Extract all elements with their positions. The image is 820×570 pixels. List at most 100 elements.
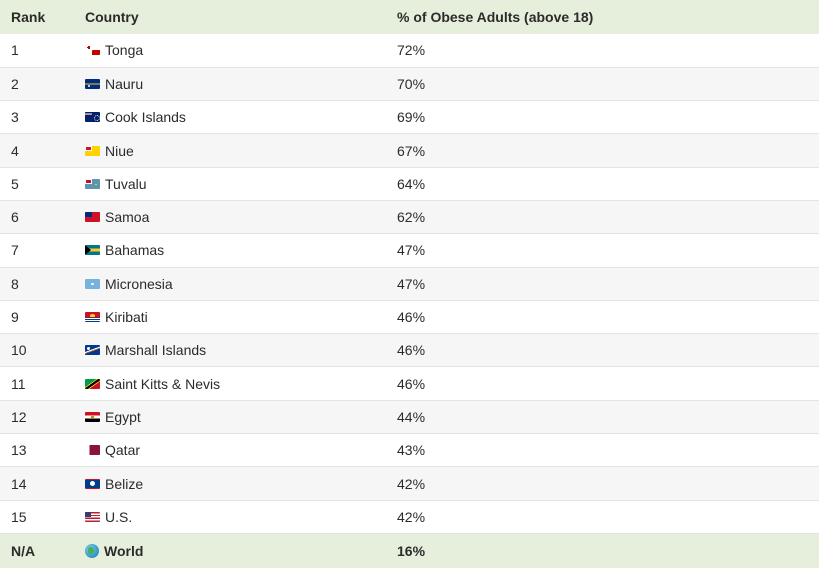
cook-islands-flag-icon <box>85 112 100 123</box>
globe-icon <box>85 544 99 559</box>
value-cell: 46% <box>397 309 426 326</box>
rank-cell: 2 <box>11 75 19 92</box>
country-name: Saint Kitts & Nevis <box>105 375 221 392</box>
niue-flag-icon <box>85 145 100 156</box>
country-name: Kiribati <box>105 309 148 326</box>
country-name: Tonga <box>105 42 144 59</box>
footer-value: 16% <box>397 543 426 560</box>
country-cell: Niue <box>74 134 386 167</box>
table-row: 11 Saint Kitts & Nevis 46% <box>0 366 819 401</box>
table-row: 9 Kiribati 46% <box>0 300 819 334</box>
rank-cell: 10 <box>11 342 27 359</box>
country-cell: Egypt <box>74 400 386 433</box>
value-cell: 43% <box>397 442 426 459</box>
table-header-row: Rank Country % of Obese Adults (above 18… <box>0 0 819 34</box>
country-cell: Tuvalu <box>74 167 386 200</box>
value-cell: 69% <box>397 109 426 126</box>
value-cell: 47% <box>397 275 426 292</box>
rank-cell: 7 <box>11 242 19 259</box>
country-name: Niue <box>105 142 134 159</box>
country-cell: Kiribati <box>74 300 386 333</box>
rank-cell: 6 <box>11 209 19 226</box>
country-name: Bahamas <box>105 242 165 259</box>
table-row: 4 Niue 67% <box>0 133 819 168</box>
country-cell: Marshall Islands <box>74 334 386 367</box>
footer-country: World <box>104 543 144 560</box>
kiribati-flag-icon <box>85 312 100 323</box>
us-flag-icon <box>85 511 100 522</box>
tuvalu-flag-icon <box>85 178 100 189</box>
samoa-flag-icon <box>85 212 100 223</box>
table-row: 8 Micronesia 47% <box>0 267 819 301</box>
country-cell: Bahamas <box>74 234 386 267</box>
header-rank[interactable]: Rank <box>11 9 46 25</box>
table-row: 12 Egypt 44% <box>0 400 819 434</box>
value-cell: 46% <box>397 375 426 392</box>
table-row: 6 Samoa 62% <box>0 200 819 234</box>
rank-cell: 5 <box>11 175 19 192</box>
table-row: 5 Tuvalu 64% <box>0 167 819 201</box>
table-row: 10 Marshall Islands 46% <box>0 333 819 367</box>
value-cell: 42% <box>397 508 426 525</box>
country-name: Qatar <box>105 442 141 459</box>
country-name: Belize <box>105 475 144 492</box>
value-cell: 62% <box>397 209 426 226</box>
value-cell: 67% <box>397 142 426 159</box>
country-cell: Samoa <box>74 200 386 233</box>
country-cell: Nauru <box>74 67 386 100</box>
country-name: Marshall Islands <box>105 342 207 359</box>
value-cell: 72% <box>397 42 426 59</box>
rank-cell: 13 <box>11 442 27 459</box>
rank-cell: 3 <box>11 109 19 126</box>
tonga-flag-icon <box>85 45 100 56</box>
table-row: 1 Tonga 72% <box>0 34 819 68</box>
country-cell: Qatar <box>74 434 386 467</box>
value-cell: 70% <box>397 75 426 92</box>
country-cell: Belize <box>74 467 386 500</box>
table-row: 14 Belize 42% <box>0 466 819 501</box>
table-row: 15 U.S. 42% <box>0 500 819 534</box>
nauru-flag-icon <box>85 78 100 89</box>
value-cell: 44% <box>397 408 426 425</box>
rank-cell: 8 <box>11 275 19 292</box>
footer-rank: N/A <box>11 543 36 560</box>
bahamas-flag-icon <box>85 245 100 256</box>
rank-cell: 14 <box>11 475 27 492</box>
value-cell: 47% <box>397 242 426 259</box>
value-cell: 64% <box>397 175 426 192</box>
micronesia-flag-icon <box>85 278 100 289</box>
header-value[interactable]: % of Obese Adults (above 18) <box>397 9 594 25</box>
country-cell: Cook Islands <box>74 101 386 134</box>
table-footer-row: N/A World 16% <box>0 533 819 569</box>
rank-cell: 9 <box>11 309 19 326</box>
qatar-flag-icon <box>85 445 100 456</box>
rank-cell: 4 <box>11 142 19 159</box>
rank-cell: 12 <box>11 408 27 425</box>
table-row: 7 Bahamas 47% <box>0 233 819 268</box>
saint-kitts-nevis-flag-icon <box>85 378 100 389</box>
country-cell: U.S. <box>74 500 386 533</box>
country-cell: Micronesia <box>74 267 386 300</box>
belize-flag-icon <box>85 478 100 489</box>
value-cell: 42% <box>397 475 426 492</box>
country-name: Samoa <box>105 209 150 226</box>
table-row: 13 Qatar 43% <box>0 433 819 467</box>
table-row: 2 Nauru 70% <box>0 67 819 101</box>
country-name: U.S. <box>105 508 133 525</box>
country-name: Nauru <box>105 75 144 92</box>
country-cell: Saint Kitts & Nevis <box>74 367 386 400</box>
marshall-islands-flag-icon <box>85 345 100 356</box>
footer-country-cell: World <box>74 533 386 568</box>
country-cell: Tonga <box>74 34 386 67</box>
rank-cell: 1 <box>11 42 19 59</box>
rank-cell: 15 <box>11 508 27 525</box>
country-name: Cook Islands <box>105 109 186 126</box>
table-row: 3 Cook Islands 69% <box>0 100 819 134</box>
value-cell: 46% <box>397 342 426 359</box>
header-country[interactable]: Country <box>85 9 139 25</box>
country-name: Tuvalu <box>105 175 147 192</box>
egypt-flag-icon <box>85 411 100 422</box>
country-name: Micronesia <box>105 275 173 292</box>
